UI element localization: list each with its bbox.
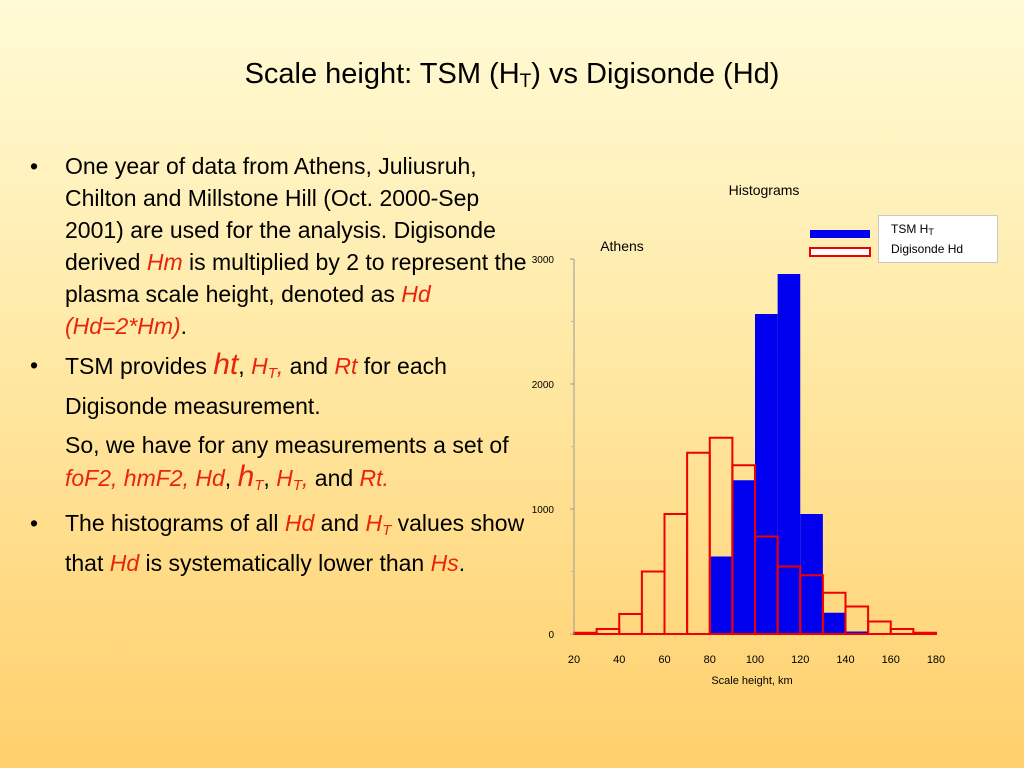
digisonde-bar [844, 605, 870, 635]
bullet-marker: • [30, 153, 39, 179]
param-list: foF2, hmF2, Hd [65, 465, 225, 491]
digisonde-bar [663, 513, 689, 635]
tsm-bar [777, 274, 801, 634]
hm-term: Hm [146, 249, 183, 275]
hT-term: hT [237, 460, 264, 495]
HT-term: HT, [251, 353, 284, 382]
digisonde-bar [618, 613, 643, 635]
digisonde-bar [889, 628, 915, 635]
bullet-marker: • [30, 510, 39, 536]
chart-title: Histograms [729, 182, 800, 198]
x-tick-label: 160 [882, 654, 900, 666]
digisonde-bar [640, 570, 666, 635]
tsm-bar [845, 631, 869, 634]
digisonde-bars [573, 436, 937, 635]
tsm-bars [709, 274, 869, 634]
hs-term: Hs [430, 550, 459, 576]
rt-term: Rt [334, 353, 358, 379]
bullet-list: • One year of data from Athens, Juliusru… [30, 150, 530, 586]
y-tick-label: 0 [548, 630, 554, 641]
digisonde-bar [912, 631, 937, 635]
tsm-bar [732, 480, 755, 634]
ht-term: ht [213, 348, 239, 381]
hd-definition: Hd (Hd=2*Hm) [65, 281, 431, 339]
bullet-data-description: • One year of data from Athens, Juliusru… [30, 150, 530, 342]
digisonde-bar [867, 620, 892, 635]
para-measurement-set: So, we have for any measurements a set o… [65, 432, 509, 495]
x-tick-label: 140 [836, 654, 854, 666]
x-tick-label: 100 [746, 654, 764, 666]
chart-legend: TSM HT Digisonde Hd [878, 215, 998, 263]
legend-entry-digisonde: Digisonde Hd [891, 242, 964, 256]
tsm-bar [709, 556, 733, 634]
hd-term: Hd [109, 550, 140, 576]
y-tick-label: 3000 [532, 255, 555, 266]
x-tick-label: 20 [568, 654, 580, 666]
hd-term: Hd [284, 510, 315, 536]
HT-term: HT, [276, 465, 309, 494]
x-tick-label: 180 [927, 654, 945, 666]
tsm-bar [822, 612, 846, 634]
digisonde-bar [686, 451, 711, 635]
x-tick-label: 60 [658, 654, 670, 666]
legend-entry-tsm: TSM HT [891, 222, 934, 237]
HT-term: HT [365, 510, 392, 539]
rt-term: Rt. [359, 465, 389, 491]
x-axis-label: Scale height, km [711, 675, 792, 687]
tsm-bar [800, 514, 823, 634]
legend-swatch-digisonde [809, 247, 871, 257]
digisonde-bar [595, 628, 621, 635]
bullet-marker: • [30, 352, 39, 378]
slide-title: Scale height: TSM (HT) vs Digisonde (Hd) [244, 58, 780, 92]
digisonde-bar [573, 631, 598, 635]
chart-subtitle: Athens [600, 238, 644, 254]
x-tick-label: 40 [613, 654, 625, 666]
y-tick-label: 2000 [532, 380, 555, 391]
y-tick-label: 1000 [532, 505, 555, 516]
legend-swatch-tsm [810, 230, 870, 238]
tsm-bar [755, 314, 778, 634]
bullet-tsm-provides: • TSM provides ht, HT, and Rt for each D… [30, 348, 447, 420]
x-tick-label: 120 [791, 654, 809, 666]
bullet-histogram-conclusion: • The histograms of all Hd and HT values… [30, 507, 530, 579]
x-tick-label: 80 [704, 654, 716, 666]
axes: 0 1000 2000 3000 20 40 60 80 100 120 140 160 180 [532, 255, 945, 666]
